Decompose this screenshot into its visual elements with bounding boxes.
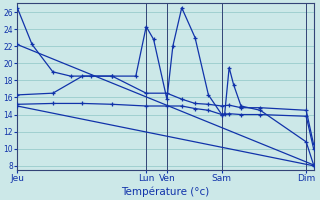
X-axis label: Température (°c): Température (°c) <box>121 186 210 197</box>
